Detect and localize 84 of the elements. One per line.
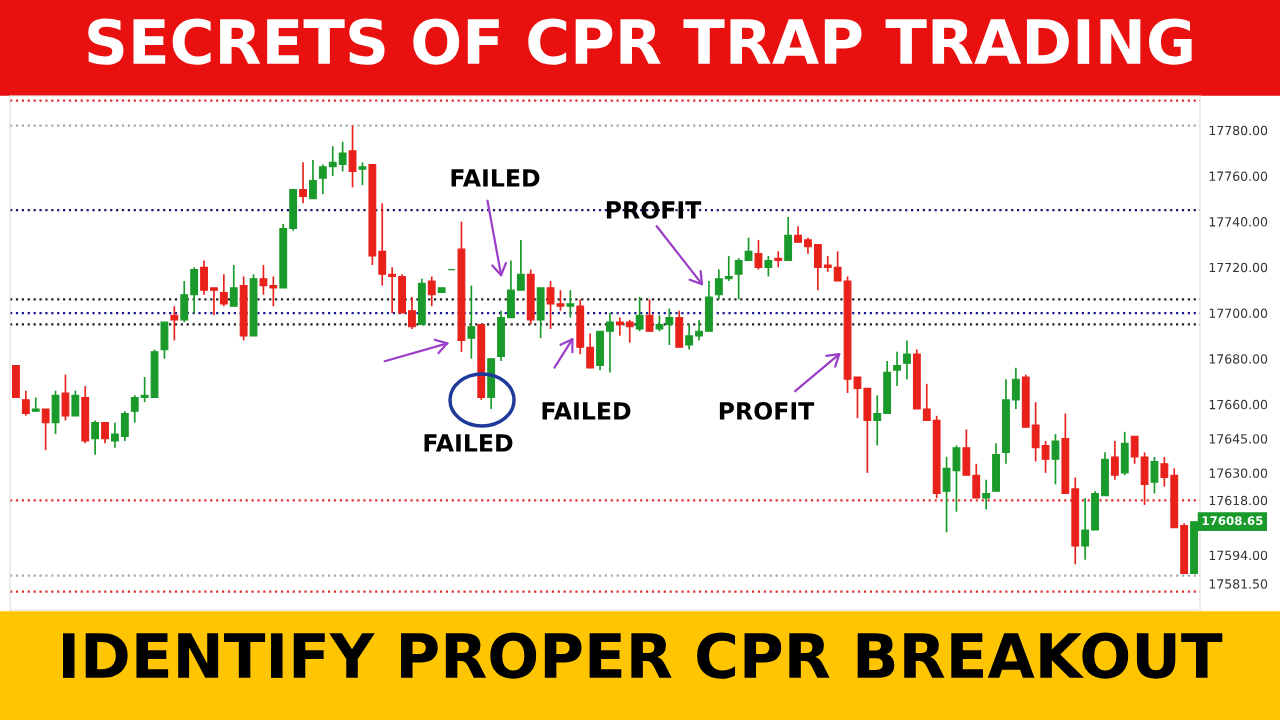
candlestick xyxy=(101,421,109,445)
candlestick xyxy=(1011,367,1020,410)
candlestick xyxy=(210,287,218,317)
candlestick xyxy=(358,161,367,186)
annotation: FAILED xyxy=(542,402,631,420)
chart-title: SECRETS OF CPR TRAP TRADING xyxy=(88,18,1192,65)
candlestick xyxy=(299,161,307,205)
candlestick xyxy=(734,257,743,301)
annotation: FAILED xyxy=(424,434,513,452)
candlestick xyxy=(1051,433,1060,486)
candlestick xyxy=(1031,401,1040,463)
candlestick xyxy=(348,124,357,189)
candlestick xyxy=(813,243,822,292)
candlestick xyxy=(41,408,50,451)
candlestick xyxy=(833,250,842,282)
candlestick xyxy=(724,255,733,282)
candlestick xyxy=(140,376,149,403)
y-tick-label: 17618.00 xyxy=(1209,495,1268,506)
candlestick xyxy=(170,305,179,342)
candlestick xyxy=(219,273,228,308)
candlestick xyxy=(1160,456,1169,488)
y-tick-label: 17740.00 xyxy=(1209,217,1268,227)
candlestick xyxy=(130,394,139,424)
y-tick-label: 17630.00 xyxy=(1209,468,1268,478)
candlestick xyxy=(922,383,931,422)
y-tick-label: 17780.00 xyxy=(1209,125,1268,136)
y-tick-label: 17645.00 xyxy=(1209,434,1268,444)
y-tick-label: 17700.00 xyxy=(1209,308,1268,318)
candlestick xyxy=(338,140,347,173)
candlestick xyxy=(229,264,238,308)
candlestick xyxy=(318,163,327,196)
candlestick xyxy=(467,284,476,360)
candlestick xyxy=(635,296,644,333)
candlestick xyxy=(625,319,634,344)
candlestick xyxy=(764,255,773,278)
candlestick xyxy=(982,478,991,511)
candlestick xyxy=(586,332,595,369)
candlestick xyxy=(903,339,911,381)
candlestick xyxy=(111,421,119,449)
candlestick xyxy=(1041,440,1050,474)
candlestick xyxy=(606,312,614,374)
candlestick xyxy=(566,289,575,319)
candlestick xyxy=(91,419,100,456)
candlestick xyxy=(774,250,783,269)
annotation: PROFIT xyxy=(606,200,702,219)
y-tick-label: 17581.50 xyxy=(1209,579,1268,589)
candlestick xyxy=(328,145,337,177)
candlestick xyxy=(120,410,129,442)
y-tick-label: 17720.00 xyxy=(1209,262,1268,273)
candlestick xyxy=(259,264,268,296)
text: 17608.65 xyxy=(1202,516,1263,526)
candlestick xyxy=(71,389,80,417)
candlestick xyxy=(1110,440,1119,481)
candlestick xyxy=(754,239,763,271)
candlestick xyxy=(61,373,70,422)
candlestick xyxy=(685,323,694,351)
candlestick xyxy=(972,462,981,499)
candlestick xyxy=(615,316,624,337)
y-tick-label: 17680.00 xyxy=(1209,354,1268,364)
candlestick xyxy=(1150,456,1159,495)
y-tick-label: 17760.00 xyxy=(1209,171,1268,181)
candlestick xyxy=(695,319,703,342)
candlestick xyxy=(388,266,397,314)
candlestick xyxy=(893,351,901,387)
candlestick xyxy=(665,307,674,346)
candlestick xyxy=(1130,435,1139,465)
candlestick xyxy=(408,296,416,330)
annotation: PROFIT xyxy=(719,401,815,420)
candlestick xyxy=(744,236,753,262)
candlestick xyxy=(200,259,208,296)
candlestick xyxy=(309,159,317,200)
candlestick xyxy=(427,275,436,308)
candlestick xyxy=(1081,497,1090,561)
candlestick xyxy=(873,394,882,447)
annotation: FAILED xyxy=(451,169,540,187)
y-tick-label: 17594.00 xyxy=(1209,550,1268,561)
text: IDENTIFY PROPER CPR BREAKOUT xyxy=(63,632,1223,679)
candlestick xyxy=(21,389,30,417)
y-tick-label: 17660.00 xyxy=(1209,399,1268,410)
candlestick xyxy=(645,298,654,333)
candlestick xyxy=(714,268,723,301)
candlestick xyxy=(378,202,387,287)
candlestick xyxy=(516,239,525,292)
candlestick xyxy=(269,275,278,308)
